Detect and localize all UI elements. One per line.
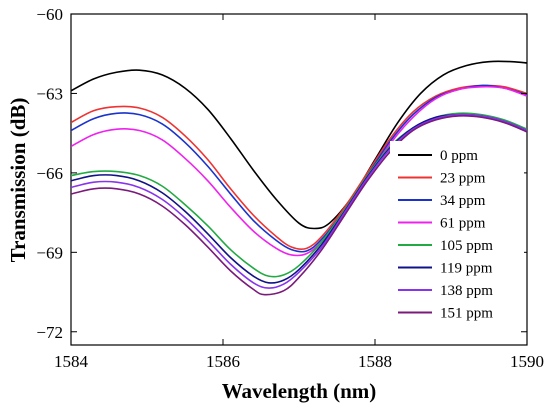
y-tick-label: −66 — [36, 164, 63, 183]
series-line-1 — [71, 84, 527, 251]
legend-label-2: 34 ppm — [440, 193, 486, 209]
x-tick-label: 1584 — [54, 352, 89, 371]
legend-label-7: 151 ppm — [440, 306, 493, 322]
series-line-6 — [71, 113, 527, 289]
x-tick-label: 1590 — [510, 352, 544, 371]
y-axis-title: Transmission (dB) — [6, 98, 30, 263]
legend-label-4: 105 ppm — [440, 238, 493, 254]
series-line-7 — [71, 115, 527, 296]
y-tick-label: −69 — [36, 243, 63, 262]
x-axis-title: Wavelength (nm) — [222, 379, 377, 403]
legend-label-6: 138 ppm — [440, 283, 493, 299]
y-tick-label: −60 — [36, 5, 63, 24]
y-axis: −72 −69 −66 −63 −60 — [36, 5, 527, 342]
y-tick-label: −72 — [36, 323, 63, 342]
x-tick-label: 1588 — [358, 352, 392, 371]
legend-label-0: 0 ppm — [440, 148, 478, 164]
x-axis: 1584 1586 1588 1590 — [54, 14, 544, 371]
legend: 0 ppm 23 ppm 34 ppm 61 ppm 105 ppm 119 ppm 138… — [398, 148, 493, 322]
series-line-0 — [71, 60, 527, 230]
legend-label-1: 23 ppm — [440, 171, 486, 187]
legend-label-5: 119 ppm — [440, 261, 493, 277]
series-line-3 — [71, 85, 527, 257]
legend-label-3: 61 ppm — [440, 216, 486, 232]
y-tick-label: −63 — [36, 84, 63, 103]
x-tick-label: 1586 — [206, 352, 240, 371]
series-layer — [71, 60, 527, 296]
legend-box — [390, 141, 524, 323]
